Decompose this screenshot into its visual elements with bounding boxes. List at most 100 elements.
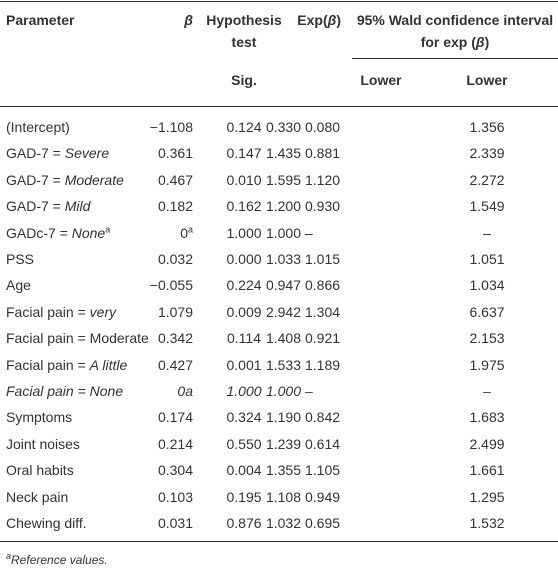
column-subheader: Sig.	[231, 71, 257, 89]
table-cell: 1.000	[226, 224, 261, 242]
table-cell: 0.009	[226, 303, 261, 321]
row-label: Chewing diff.	[6, 514, 87, 532]
cell-text: 1.189	[305, 356, 341, 373]
cell-text: 1.408	[265, 330, 301, 347]
cell-text: Age	[6, 277, 31, 294]
cell-text: GADc-7 =	[6, 224, 72, 241]
table-cell: 1.000	[266, 382, 301, 400]
column-header: Exp(β)	[297, 11, 341, 29]
row-label: Joint noises	[6, 435, 80, 453]
row-label: GADc-7 = Nonea	[6, 224, 110, 242]
table-cell: 2.942	[266, 303, 301, 321]
cell-text: 1.034	[469, 277, 505, 294]
cell-text: 0.467	[157, 171, 193, 188]
cell-text: 0.147	[226, 145, 262, 162]
cell-text: 2.272	[469, 171, 505, 188]
cell-text: GAD-7 =	[6, 198, 65, 215]
table-cell: 0.103	[158, 488, 193, 506]
cell-text: −0.055	[149, 277, 193, 294]
cell-text: 1.000	[226, 383, 262, 399]
cell-text: 2.942	[265, 303, 301, 320]
cell-text: 0a	[177, 383, 193, 399]
cell-text: 1.000	[226, 224, 262, 241]
cell-text: 1.549	[469, 198, 505, 215]
cell-text: 1.032	[265, 515, 301, 531]
row-label: Facial pain = very	[6, 303, 116, 321]
table-cell: –	[305, 224, 313, 242]
table-cell: –	[305, 382, 313, 400]
cell-text: 0.114	[227, 330, 261, 347]
cell-text: 0.224	[226, 277, 262, 294]
cell-text: 1.435	[265, 145, 301, 162]
cell-text: 0	[180, 224, 188, 241]
table-cell: 0.876	[226, 514, 261, 532]
cell-text: 0.304	[157, 462, 193, 479]
cell-text: 0.031	[157, 515, 193, 531]
cell-text: 1.683	[469, 409, 505, 426]
column-header: β	[184, 11, 193, 29]
table-cell: 0.214	[158, 435, 193, 453]
cell-text: 0.949	[305, 488, 341, 505]
row-label: (Intercept)	[6, 118, 70, 136]
cell-text: GAD-7 =	[6, 171, 65, 188]
table-cell: 0.004	[226, 461, 261, 479]
row-label: PSS	[6, 250, 34, 268]
cell-text: (Intercept)	[6, 119, 70, 135]
cell-text: GAD-7 =	[6, 145, 65, 162]
table-cell: 1.435	[266, 144, 301, 162]
cell-text: Oral habits	[6, 462, 74, 479]
cell-text: 1.356	[469, 119, 505, 135]
table-cell: 0.949	[305, 488, 340, 506]
top-rule	[0, 1, 558, 2]
cell-text: 1.079	[157, 303, 193, 320]
table-cell: 2.339	[469, 144, 504, 162]
table-cell: 1.408	[266, 329, 301, 347]
table-cell: −0.055	[150, 276, 193, 294]
table-cell: 1.355	[266, 461, 301, 479]
cell-text: 1.975	[469, 356, 505, 373]
table-cell: 0.147	[226, 144, 261, 162]
footnote: aReference values.	[6, 551, 108, 569]
table-cell: 0.695	[305, 514, 340, 532]
table-cell: 1.033	[266, 250, 301, 268]
cell-text: Moderate	[64, 171, 124, 188]
cell-text: 0.330	[265, 119, 301, 135]
cell-text: 1.000	[265, 383, 301, 399]
table-cell: 0.304	[158, 461, 193, 479]
table-cell: 1.304	[305, 303, 340, 321]
table-cell: 1.190	[266, 408, 301, 426]
cell-text: 1.304	[305, 303, 341, 320]
cell-text: )	[484, 34, 490, 50]
cell-text: Mild	[64, 198, 91, 215]
table-cell: 2.272	[469, 171, 504, 189]
row-label: Facial pain = Moderate	[6, 329, 149, 347]
cell-text: a	[6, 551, 12, 561]
cell-text: 0.000	[226, 251, 262, 267]
cell-text: 95% Wald confidence interval for exp (	[356, 12, 554, 50]
table-cell: 0.947	[266, 276, 301, 294]
cell-text: −1.108	[149, 119, 193, 135]
table-cell: 1.549	[469, 197, 504, 215]
cell-text: a	[187, 223, 193, 234]
cell-text: 0.947	[265, 277, 301, 294]
cell-text: 1.661	[469, 462, 505, 479]
cell-text: Exp(	[297, 12, 328, 28]
table-cell: −1.108	[150, 118, 193, 136]
cell-text: Sig.	[231, 72, 257, 88]
cell-text: 0.614	[305, 435, 341, 452]
row-label: Neck pain	[6, 488, 68, 506]
table-cell: 0.010	[226, 171, 261, 189]
table-cell: 0.550	[226, 435, 261, 453]
row-label: Oral habits	[6, 461, 74, 479]
row-label: Age	[6, 276, 31, 294]
cell-text: 0.124	[226, 119, 262, 135]
bottom-rule	[0, 541, 558, 542]
table-cell: 6.637	[469, 303, 504, 321]
table-cell: 0.031	[158, 514, 193, 532]
table-cell: 0.330	[266, 118, 301, 136]
cell-text: 0.103	[157, 488, 193, 505]
cell-text: –	[305, 224, 313, 241]
cell-text: 1.190	[265, 409, 301, 426]
table-cell: 0.842	[305, 408, 340, 426]
cell-text: 0.324	[226, 409, 262, 426]
